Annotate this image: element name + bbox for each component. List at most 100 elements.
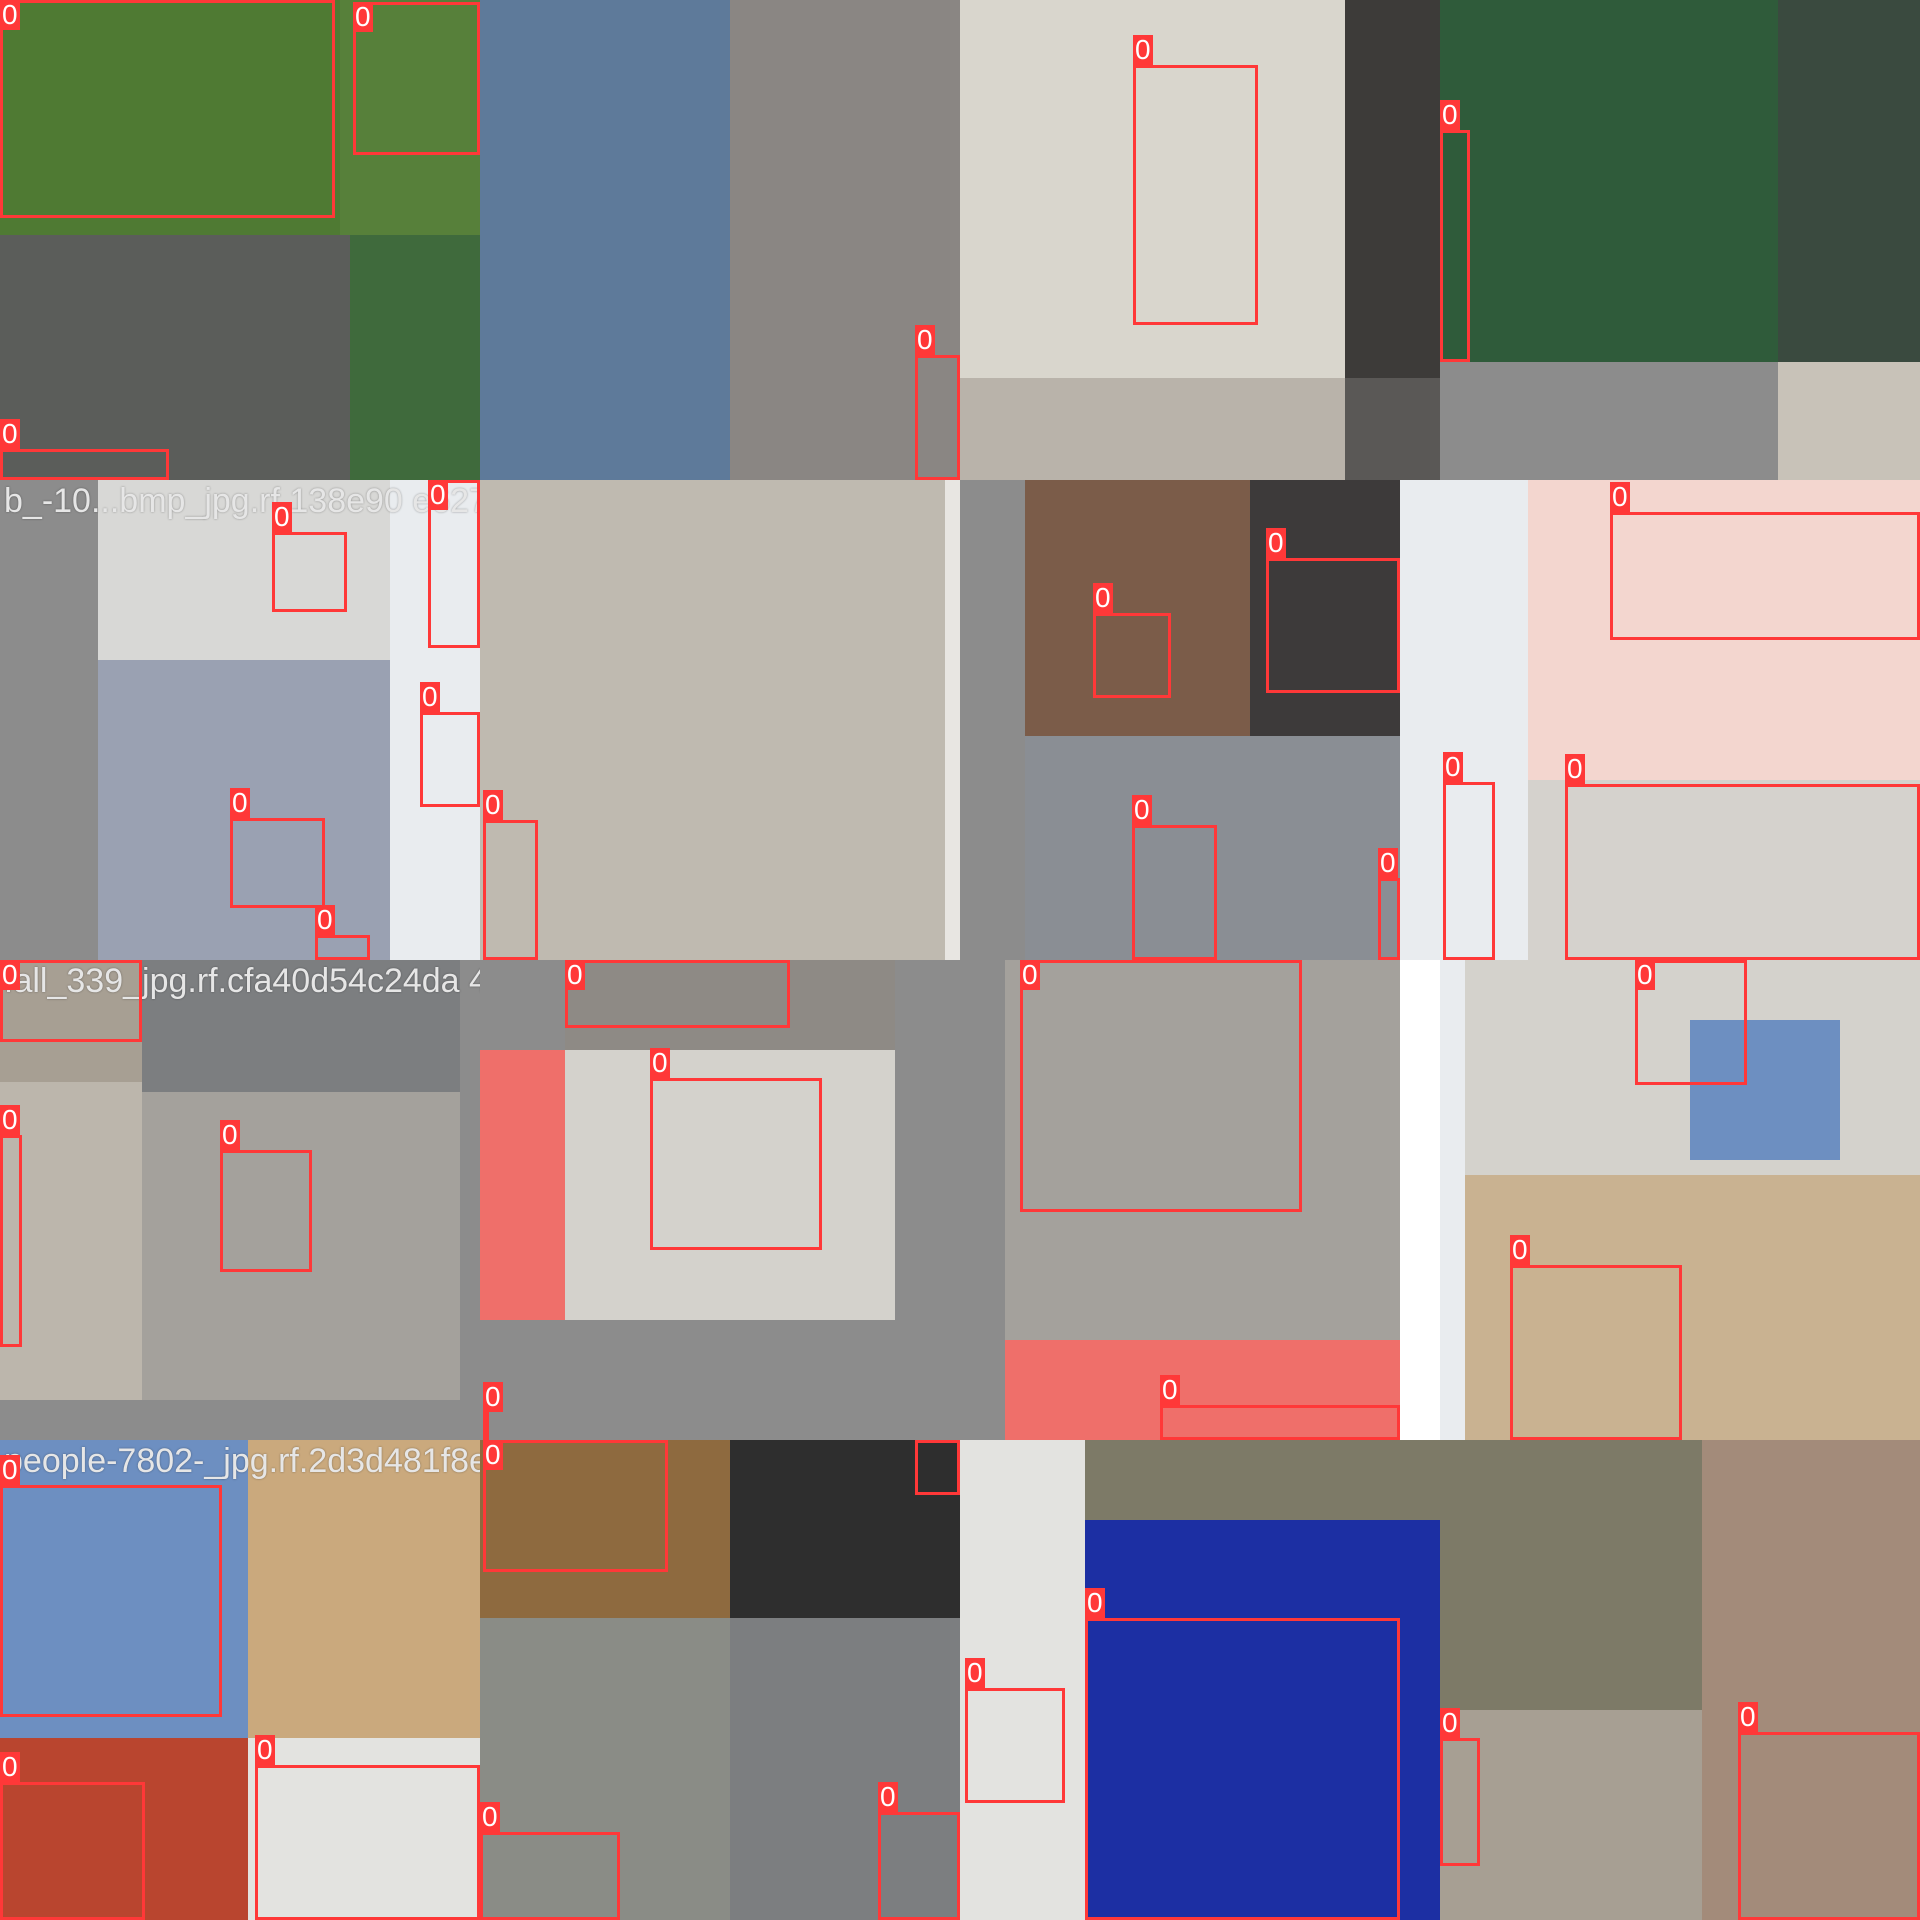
photo-region [1465, 1175, 1920, 1440]
class-tag: 0 [1440, 99, 1460, 130]
tile-filename-label: fall_339_jpg.rf.cfa40d54c24da 405 7a0e66… [4, 962, 480, 1000]
detection-box: 0 [0, 1455, 222, 1717]
photo-region [0, 1082, 142, 1400]
photo-region [1345, 0, 1440, 378]
detection-box: 0 [1020, 960, 1302, 1212]
photo-region [1250, 480, 1400, 736]
detection-box: 0 [428, 480, 480, 648]
class-tag: 0 [272, 501, 292, 532]
mosaic-tile: 0 0 [960, 1440, 1440, 1920]
mosaic-tile: b_-10...bmp_jpg.rf.138e90 e627e4 jeg8 70… [0, 480, 480, 960]
class-tag: 0 [353, 1, 373, 32]
class-tag: 0 [220, 1119, 240, 1150]
photo-region [1440, 480, 1528, 960]
detection-box: 0 [272, 502, 347, 612]
photo-region [1778, 0, 1920, 362]
detection-box: 0 [0, 419, 169, 480]
class-tag: 0 [0, 960, 20, 990]
mosaic-tile: people-7802-_jpg.rf.2d3d481f8e6 1095ef 8… [0, 1440, 480, 1920]
mosaic-tile: fall_339_jpg.rf.cfa40d54c24da 405 7a0e66… [0, 960, 480, 1440]
mosaic-tile: 0 0 0 0 [480, 1440, 960, 1920]
detection-box: 0 [315, 905, 370, 960]
detection-box: 0 [565, 960, 790, 1028]
mosaic-tile: 0 [480, 480, 960, 960]
photo-region [480, 1440, 730, 1618]
photo-region [1025, 480, 1250, 736]
class-tag: 0 [0, 1751, 20, 1782]
mosaic-tile: 0 0 0 [480, 960, 960, 1440]
class-tag: 0 [965, 1657, 985, 1688]
class-tag: 0 [1085, 1587, 1105, 1618]
detection-box: 0 [255, 1735, 480, 1920]
photo-region [1005, 960, 1400, 1340]
mosaic-tile: 0 0 0 [1440, 480, 1920, 960]
photo-region [1025, 736, 1400, 960]
photo-region [1778, 362, 1920, 480]
photo-region [0, 1738, 248, 1920]
mosaic-tile: 0 0 0 0 [960, 480, 1440, 960]
class-tag: 0 [1510, 1234, 1530, 1265]
photo-region [0, 1440, 248, 1738]
detection-box: 0 [1510, 1235, 1682, 1440]
class-tag: 0 [1020, 960, 1040, 990]
photo-region [1005, 1340, 1400, 1440]
photo-region [460, 960, 480, 1440]
detection-box: 0 [1133, 35, 1258, 325]
detection-box: 0 [0, 960, 142, 1042]
class-tag: 0 [420, 681, 440, 712]
photo-region [480, 1618, 730, 1920]
class-tag: 0 [878, 1781, 898, 1812]
class-tag: 0 [480, 1801, 500, 1832]
detection-box: 0 [1266, 528, 1400, 693]
photo-region [945, 480, 960, 960]
class-tag: 0 [255, 1734, 275, 1765]
photo-region [1345, 378, 1440, 480]
detection-box: 0 [483, 1382, 503, 1440]
photo-region [480, 480, 945, 960]
class-tag: 0 [0, 418, 20, 449]
detection-box: 0 [420, 682, 480, 807]
photo-region [0, 480, 98, 960]
detection-box: 0 [0, 1752, 145, 1920]
detection-box: 0 [1443, 752, 1495, 960]
photo-region [480, 0, 730, 480]
mosaic-tile: 0 0 0 [0, 0, 480, 480]
photo-region [1440, 362, 1778, 480]
mosaic-tile: 0 0 [960, 960, 1440, 1440]
photo-region [340, 0, 480, 235]
class-tag: 0 [0, 1104, 20, 1135]
detection-box: 0 [480, 1802, 620, 1920]
photo-region [0, 1400, 480, 1440]
mosaic-tile: 0 [1440, 0, 1920, 480]
photo-region [0, 0, 340, 235]
detection-box: 0 [915, 1440, 960, 1495]
photo-region [480, 1050, 565, 1320]
photo-region [960, 960, 1005, 1440]
photo-region [1690, 1020, 1840, 1160]
class-tag: 0 [230, 787, 250, 818]
class-tag: 0 [565, 960, 585, 990]
detection-box: 0 [483, 790, 538, 960]
class-tag: 0 [1565, 753, 1585, 784]
photo-region [565, 960, 895, 1050]
class-tag: 0 [1093, 582, 1113, 613]
detection-box: 0 [483, 1440, 668, 1572]
class-tag: 0 [0, 0, 20, 30]
class-tag: 0 [1610, 481, 1630, 512]
photo-region [350, 235, 480, 480]
class-tag: 0 [1266, 527, 1286, 558]
detection-box: 0 [0, 0, 335, 218]
class-tag: 0 [1443, 751, 1463, 782]
detection-box: 0 [1610, 482, 1920, 640]
detection-box: 0 [1378, 848, 1400, 960]
photo-region [1440, 1440, 1702, 1710]
detection-box: 0 [650, 1048, 822, 1250]
class-tag: 0 [0, 1454, 20, 1485]
photo-region [1085, 1520, 1440, 1920]
photo-region [142, 960, 460, 1092]
photo-region [0, 235, 350, 480]
photo-region [248, 1738, 480, 1920]
class-tag: 0 [1378, 847, 1398, 878]
detection-box: 0 [965, 1658, 1065, 1803]
photo-region [1440, 0, 1778, 362]
